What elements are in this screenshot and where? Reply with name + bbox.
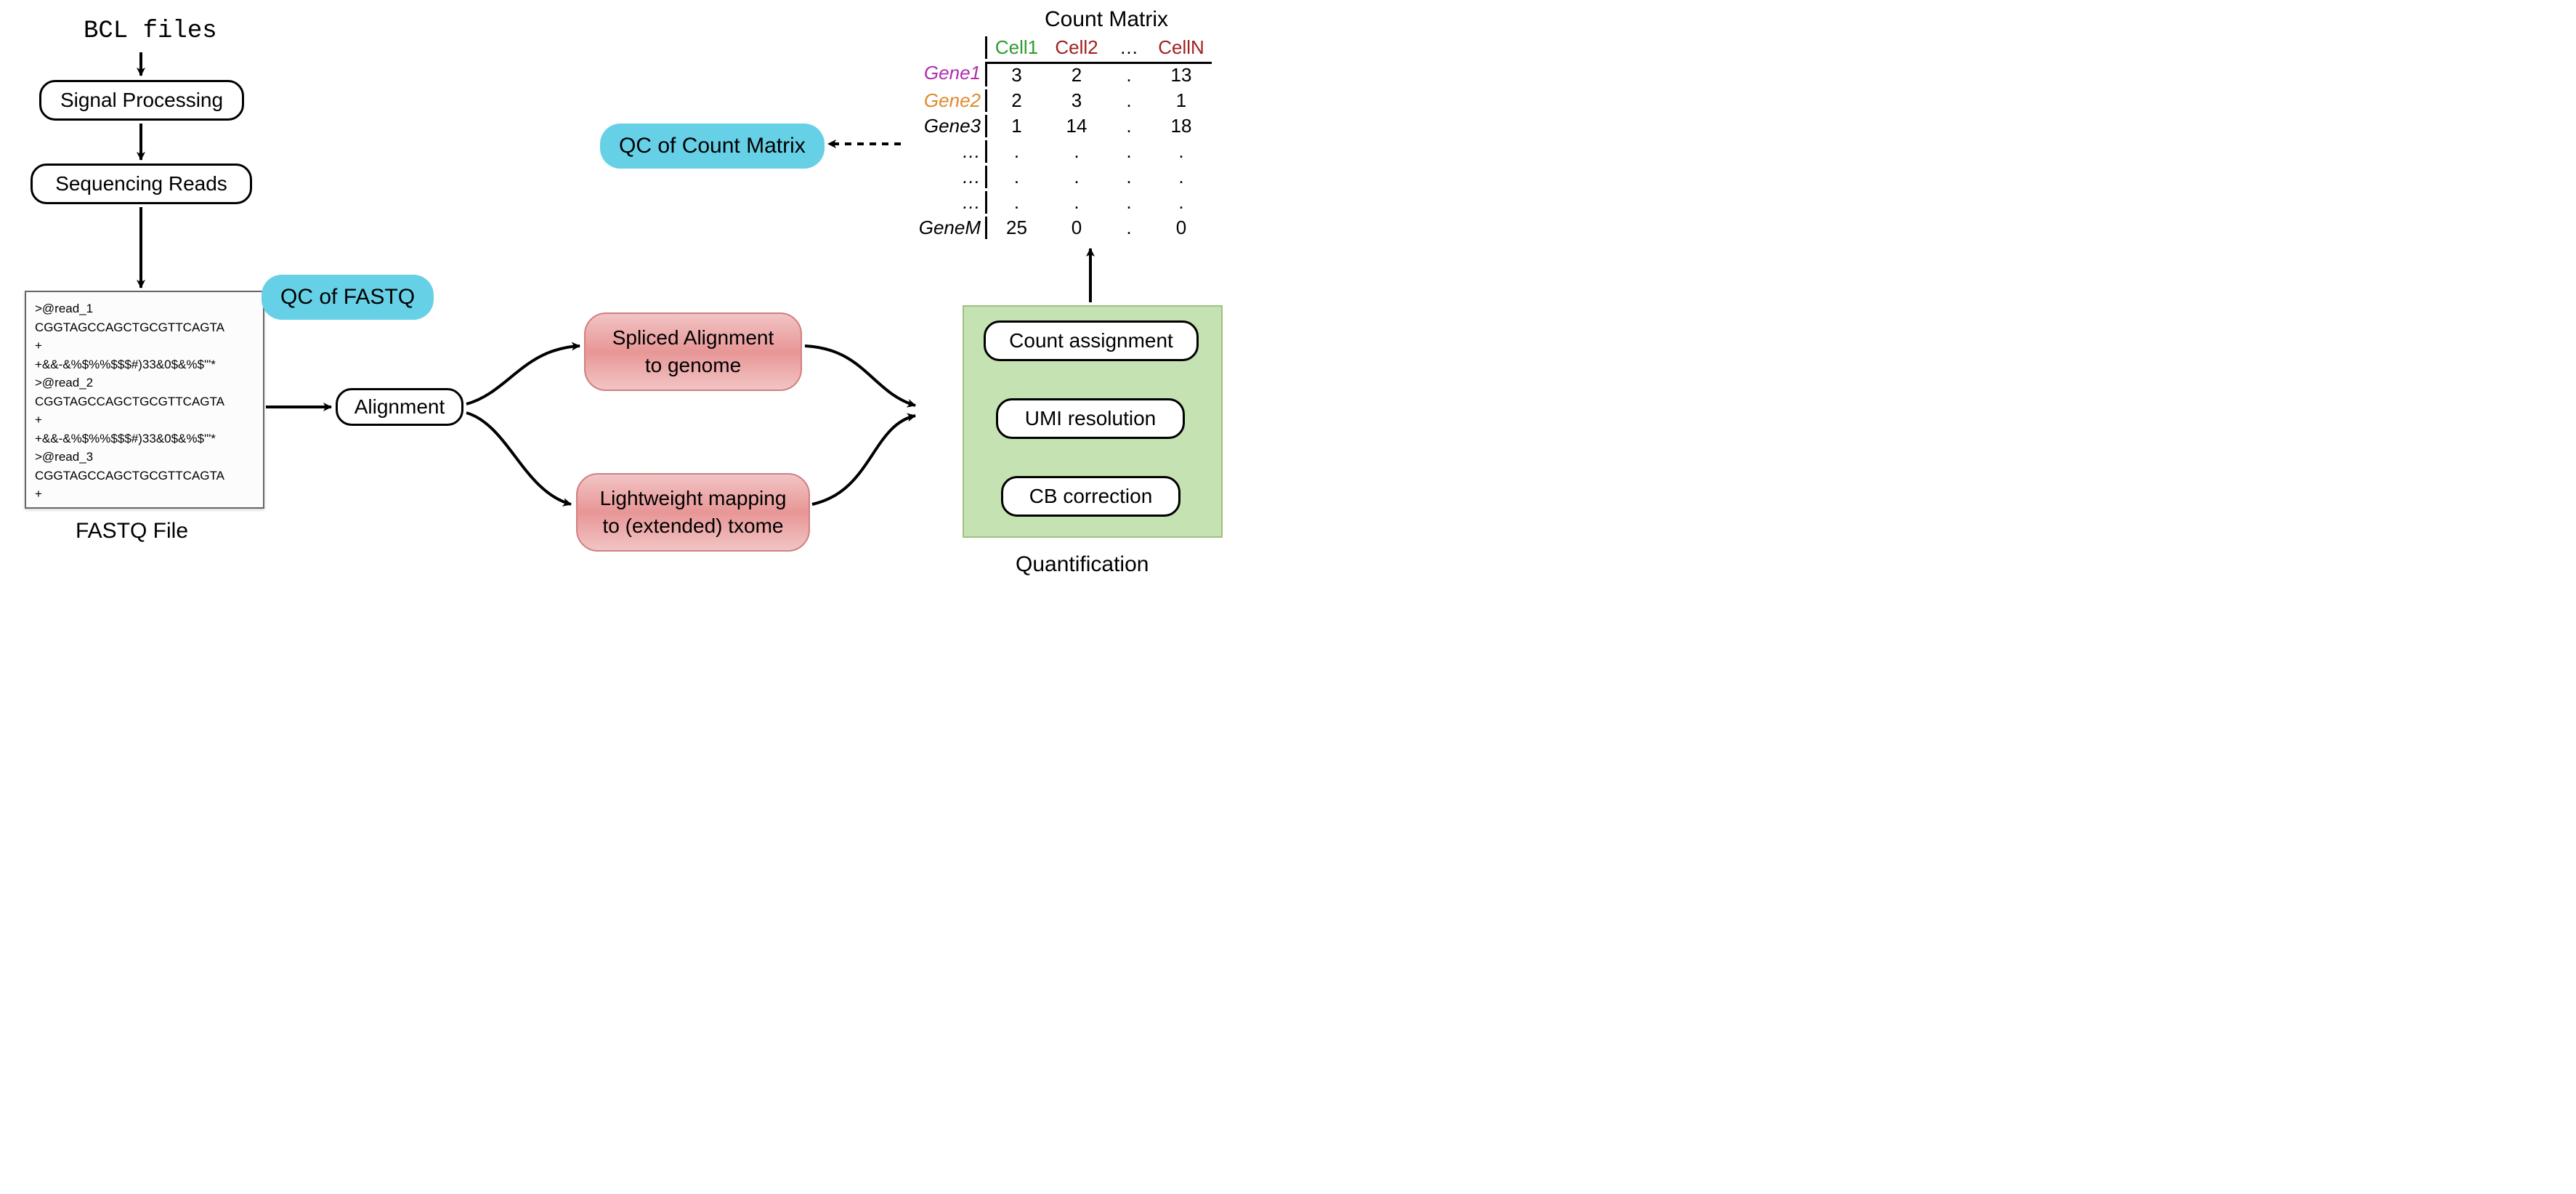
matrix-cell: 0 bbox=[1151, 217, 1212, 239]
umi-resolution-node: UMI resolution bbox=[996, 398, 1185, 439]
matrix-cell: 13 bbox=[1151, 62, 1212, 86]
matrix-row-label: Gene1 bbox=[907, 62, 985, 86]
sequencing-reads-node: Sequencing Reads bbox=[31, 164, 252, 204]
quantification-caption: Quantification bbox=[1016, 552, 1149, 577]
matrix-row-label: … bbox=[907, 166, 985, 188]
cb-correction-node: CB correction bbox=[1001, 476, 1180, 517]
matrix-cell: . bbox=[1107, 140, 1151, 163]
matrix-cell: 1 bbox=[1151, 89, 1212, 112]
matrix-cell: 14 bbox=[1046, 115, 1107, 137]
matrix-cell: . bbox=[1151, 191, 1212, 214]
matrix-cell: . bbox=[985, 166, 1046, 188]
matrix-cell: 1 bbox=[985, 115, 1046, 137]
matrix-cell: . bbox=[1151, 140, 1212, 163]
matrix-col-header: … bbox=[1107, 36, 1151, 59]
matrix-cell: . bbox=[1046, 166, 1107, 188]
signal-processing-node: Signal Processing bbox=[39, 80, 244, 121]
fastq-file-box: >@read_1 CGGTAGCCAGCTGCGTTCAGTA + +&&-&%… bbox=[25, 291, 264, 509]
bcl-files-label: BCL files bbox=[84, 17, 217, 45]
matrix-cell: . bbox=[1046, 140, 1107, 163]
matrix-cell: . bbox=[1151, 166, 1212, 188]
count-matrix: Count Matrix Cell1Cell2…CellNGene132.13G… bbox=[907, 7, 1241, 239]
matrix-cell: . bbox=[1107, 115, 1151, 137]
matrix-col-header: Cell1 bbox=[985, 36, 1046, 59]
matrix-cell: . bbox=[1107, 62, 1151, 86]
count-assignment-node: Count assignment bbox=[984, 320, 1199, 361]
matrix-cell: . bbox=[1107, 191, 1151, 214]
spliced-alignment-node: Spliced Alignmentto genome bbox=[584, 312, 802, 391]
matrix-cell: . bbox=[1107, 217, 1151, 239]
matrix-cell: . bbox=[985, 140, 1046, 163]
matrix-col-header: Cell2 bbox=[1046, 36, 1107, 59]
matrix-cell: . bbox=[985, 191, 1046, 214]
matrix-row-label: … bbox=[907, 140, 985, 163]
qc-count-matrix-node: QC of Count Matrix bbox=[600, 124, 825, 169]
count-matrix-title: Count Matrix bbox=[972, 7, 1241, 32]
matrix-cell: 18 bbox=[1151, 115, 1212, 137]
matrix-cell: 25 bbox=[985, 217, 1046, 239]
matrix-cell: 3 bbox=[1046, 89, 1107, 112]
matrix-row-label: Gene3 bbox=[907, 115, 985, 137]
matrix-row-label: Gene2 bbox=[907, 89, 985, 112]
matrix-cell: . bbox=[1107, 89, 1151, 112]
alignment-node: Alignment bbox=[336, 388, 463, 426]
matrix-row-label: GeneM bbox=[907, 217, 985, 239]
qc-fastq-node: QC of FASTQ bbox=[262, 275, 434, 320]
matrix-row-label: … bbox=[907, 191, 985, 214]
matrix-col-header: CellN bbox=[1151, 36, 1212, 59]
matrix-cell: . bbox=[1046, 191, 1107, 214]
matrix-cell: 0 bbox=[1046, 217, 1107, 239]
lightweight-mapping-node: Lightweight mappingto (extended) txome bbox=[576, 473, 810, 552]
fastq-caption: FASTQ File bbox=[76, 519, 188, 544]
matrix-cell: 3 bbox=[985, 62, 1046, 86]
matrix-cell: 2 bbox=[1046, 62, 1107, 86]
matrix-cell: 2 bbox=[985, 89, 1046, 112]
matrix-cell: . bbox=[1107, 166, 1151, 188]
matrix-col-header bbox=[907, 36, 985, 59]
